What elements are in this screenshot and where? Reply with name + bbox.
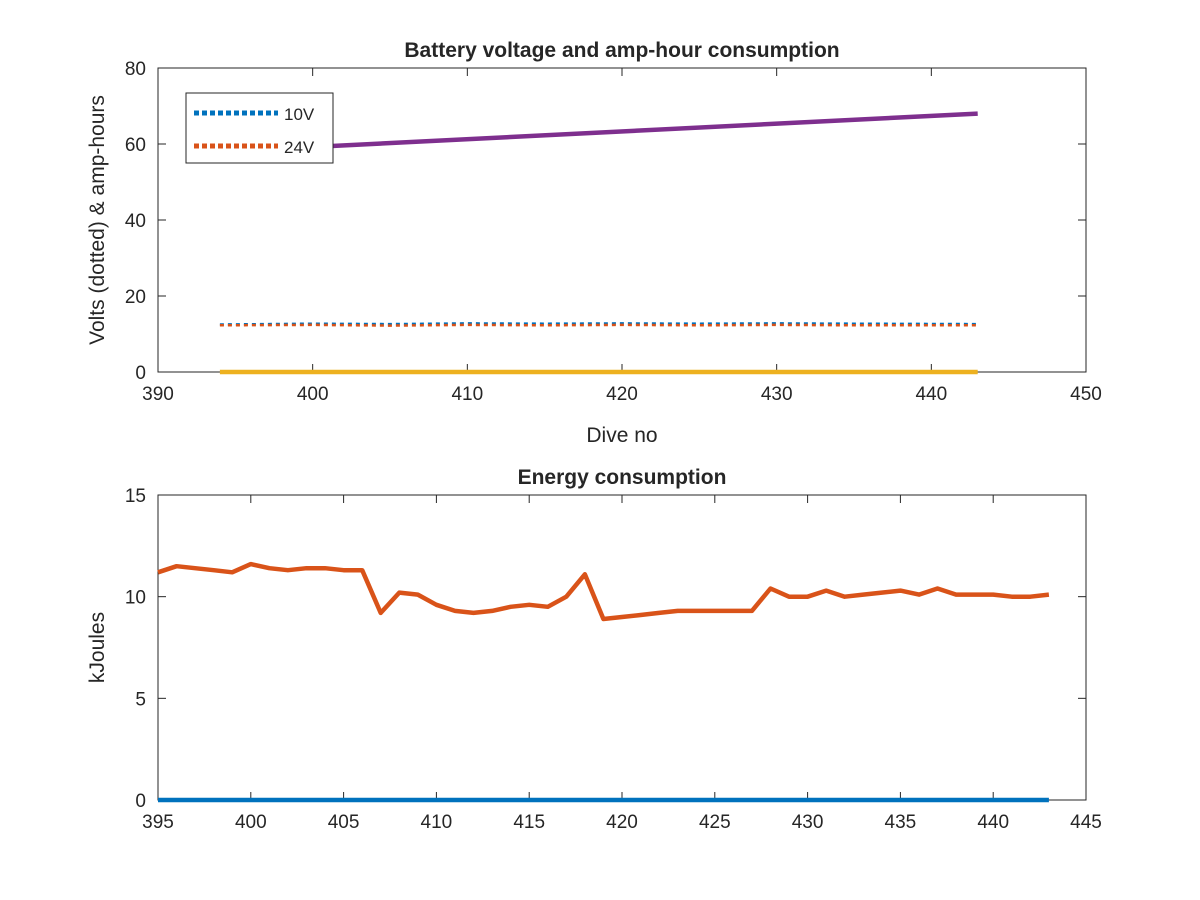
legend-label-1: 24V bbox=[284, 138, 315, 157]
x-tick-label: 410 bbox=[421, 812, 453, 833]
plot-area bbox=[157, 494, 1087, 801]
y-axis-label: Volts (dotted) & amp-hours bbox=[86, 95, 109, 345]
x-tick-label: 405 bbox=[328, 812, 360, 833]
y-tick-label: 5 bbox=[135, 689, 146, 710]
legend-label-0: 10V bbox=[284, 105, 315, 124]
x-tick-label: 420 bbox=[606, 812, 638, 833]
y-tick-label: 15 bbox=[125, 486, 146, 507]
x-tick-label: 395 bbox=[142, 812, 174, 833]
energy-axes: 395 400 405 410 415 420 425 430 435 440 445 0 5 10 15 E… bbox=[86, 466, 1102, 833]
x-tick-label: 425 bbox=[699, 812, 731, 833]
y-tick-label: 80 bbox=[125, 59, 146, 80]
x-tick-label: 450 bbox=[1070, 384, 1102, 405]
x-tick-label: 420 bbox=[606, 384, 638, 405]
y-tick-label: 40 bbox=[125, 211, 146, 232]
y-axis-label: kJoules bbox=[86, 612, 109, 683]
chart-title: Battery voltage and amp-hour consumption bbox=[404, 39, 839, 62]
x-tick-label: 400 bbox=[235, 812, 267, 833]
x-axis-label: Dive no bbox=[586, 424, 657, 447]
x-tick-label: 435 bbox=[885, 812, 917, 833]
voltage-amphour-axes: 390 400 410 420 430 440 450 0 20 40 60 80 Battery vo… bbox=[86, 39, 1102, 447]
series-line-1 bbox=[157, 561, 1050, 622]
x-tick-label: 400 bbox=[297, 384, 329, 405]
y-tick-label: 60 bbox=[125, 135, 146, 156]
x-tick-label: 440 bbox=[915, 384, 947, 405]
x-tick-label: 410 bbox=[451, 384, 483, 405]
x-tick-label: 445 bbox=[1070, 812, 1102, 833]
legend-box bbox=[185, 92, 334, 164]
chart-title: Energy consumption bbox=[518, 466, 727, 489]
y-tick-label: 0 bbox=[135, 363, 146, 384]
y-tick-label: 0 bbox=[135, 791, 146, 812]
series-line-1 bbox=[219, 323, 978, 327]
legend: 10V 24V bbox=[185, 92, 334, 164]
x-tick-label: 430 bbox=[761, 384, 793, 405]
y-tick-label: 20 bbox=[125, 287, 146, 308]
x-tick-label: 390 bbox=[142, 384, 174, 405]
x-tick-label: 415 bbox=[513, 812, 545, 833]
series-line-0 bbox=[219, 322, 978, 326]
series-line-3 bbox=[219, 111, 978, 154]
y-tick-label: 10 bbox=[125, 588, 146, 609]
x-tick-label: 430 bbox=[792, 812, 824, 833]
x-tick-label: 440 bbox=[977, 812, 1009, 833]
